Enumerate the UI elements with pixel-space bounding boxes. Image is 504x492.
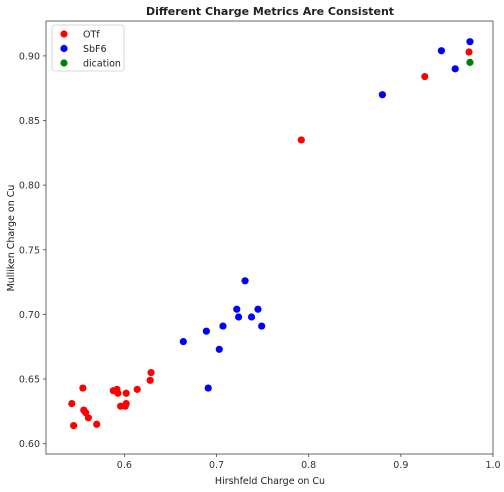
y-tick-label: 0.75 (19, 245, 40, 256)
x-tick-label: 1.0 (485, 460, 500, 471)
y-tick-label: 0.70 (19, 310, 40, 321)
point-otf (114, 390, 121, 397)
x-tick-label: 0.7 (209, 460, 224, 471)
chart-title: Different Charge Metrics Are Consistent (146, 5, 394, 18)
y-tick-label: 0.85 (19, 116, 40, 127)
legend-marker-dication (60, 59, 67, 66)
x-axis-label: Hirshfeld Charge on Cu (215, 476, 325, 487)
y-tick-label: 0.90 (19, 51, 40, 62)
point-sbf6 (216, 346, 223, 353)
y-tick-label: 0.60 (19, 439, 40, 450)
legend-label-otf: OTf (83, 30, 100, 41)
point-otf (147, 369, 154, 376)
legend-label-dication: dication (83, 59, 121, 70)
x-tick-label: 0.6 (117, 460, 132, 471)
point-sbf6 (219, 322, 226, 329)
point-sbf6 (438, 47, 445, 54)
point-sbf6 (241, 277, 248, 284)
point-dication (466, 59, 473, 66)
point-otf (79, 384, 86, 391)
point-sbf6 (248, 313, 255, 320)
legend-marker-otf (60, 30, 67, 37)
point-sbf6 (203, 328, 210, 335)
y-axis: 0.60 0.65 0.70 0.75 0.80 0.85 0.90 (19, 51, 46, 450)
point-sbf6 (180, 338, 187, 345)
legend-label-sbf6: SbF6 (83, 44, 107, 55)
point-sbf6 (235, 313, 242, 320)
point-sbf6 (258, 322, 265, 329)
point-sbf6 (205, 384, 212, 391)
point-sbf6 (254, 306, 261, 313)
point-sbf6 (379, 91, 386, 98)
point-otf (123, 390, 130, 397)
point-sbf6 (452, 65, 459, 72)
x-axis: 0.6 0.7 0.8 0.9 1.0 (117, 454, 501, 471)
point-otf (123, 400, 130, 407)
point-otf (134, 386, 141, 393)
point-otf (68, 400, 75, 407)
point-otf (85, 414, 92, 421)
point-otf (421, 73, 428, 80)
point-otf (147, 377, 154, 384)
x-tick-label: 0.8 (301, 460, 316, 471)
point-otf (70, 422, 77, 429)
x-tick-label: 0.9 (393, 460, 408, 471)
point-otf (93, 421, 100, 428)
y-axis-label: Mulliken Charge on Cu (6, 185, 17, 292)
y-tick-label: 0.65 (19, 375, 40, 386)
point-otf (465, 48, 472, 55)
point-sbf6 (466, 38, 473, 45)
point-sbf6 (233, 306, 240, 313)
legend-marker-sbf6 (60, 45, 67, 52)
point-otf (298, 136, 305, 143)
y-tick-label: 0.80 (19, 181, 40, 192)
legend: OTf SbF6 dication (52, 25, 124, 71)
